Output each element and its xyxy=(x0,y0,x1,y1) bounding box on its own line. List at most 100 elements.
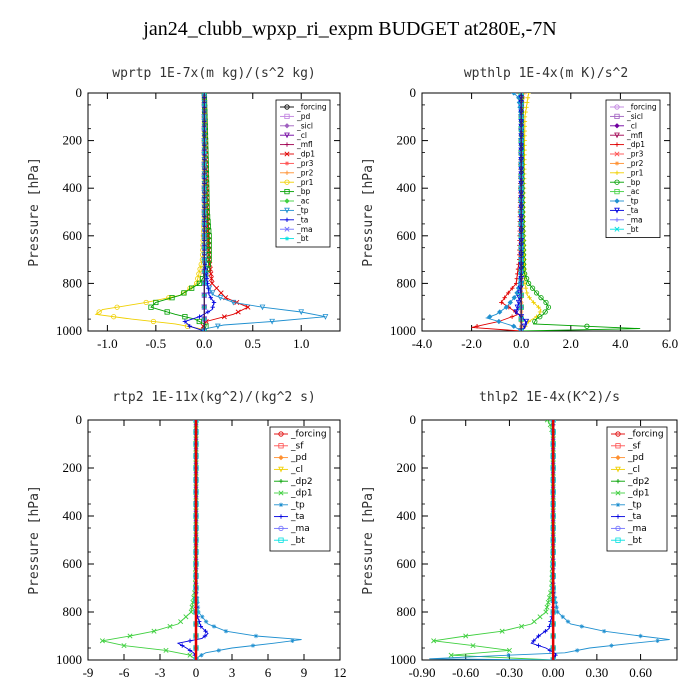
data-point xyxy=(208,271,214,277)
wpthlp-panel: wpthlp 1E-4x(m K)/s^2 Pressure [hPa] 0 200 4… xyxy=(361,66,678,351)
x-tick-label: -0.30 xyxy=(496,665,523,680)
legend-item: _dp2 xyxy=(274,477,313,487)
x-tick-label: -1.0 xyxy=(97,336,118,351)
data-point xyxy=(523,285,529,291)
data-point xyxy=(527,295,532,300)
data-point xyxy=(579,624,584,629)
series-markers-dp1 xyxy=(200,93,251,331)
data-point xyxy=(526,93,531,96)
legend-label: _pr1 xyxy=(626,168,644,177)
data-point xyxy=(543,629,548,634)
data-point xyxy=(250,643,256,648)
data-point xyxy=(178,619,184,625)
data-point xyxy=(111,314,117,320)
data-point xyxy=(269,318,276,325)
data-point xyxy=(197,266,203,272)
data-point xyxy=(143,299,149,306)
data-point xyxy=(526,280,532,286)
legend-item: _forcing xyxy=(274,430,327,440)
legend-label: _mfl xyxy=(626,131,643,140)
series-group xyxy=(99,420,302,660)
data-point xyxy=(503,304,509,310)
y-axis-label: Pressure [hPa] xyxy=(361,157,376,267)
legend-item: _tp xyxy=(610,197,639,206)
legend-label: _sf xyxy=(290,441,304,451)
legend-label: _tp xyxy=(290,500,305,510)
legend-item: _forcing xyxy=(280,103,327,112)
legend-swatch-marker xyxy=(284,132,290,139)
legend-label: _dp1 xyxy=(296,150,315,159)
legend-item: _pr3 xyxy=(610,150,644,159)
legend-swatch-marker xyxy=(614,170,620,175)
data-point xyxy=(167,623,173,629)
plot-frame xyxy=(87,419,341,661)
data-point xyxy=(148,304,154,310)
data-point xyxy=(519,623,525,629)
legend-swatch-marker xyxy=(284,226,290,232)
data-point xyxy=(202,633,208,639)
legend-item: _forcing xyxy=(611,430,664,440)
data-point xyxy=(209,290,216,297)
legend-label: _pd xyxy=(627,453,644,463)
data-point xyxy=(182,314,188,320)
legend-label: _tp xyxy=(627,500,642,510)
data-point xyxy=(524,290,530,296)
y-axis-label: Pressure [hPa] xyxy=(27,485,42,595)
data-point xyxy=(153,299,159,306)
legend-swatch-marker xyxy=(615,466,621,473)
legend-label: _ma xyxy=(626,215,643,224)
legend-swatch-marker xyxy=(615,537,621,543)
data-point xyxy=(518,93,524,96)
series-markers-dp1 xyxy=(99,420,199,660)
legend-item: _sf xyxy=(611,441,641,451)
legend-swatch-marker xyxy=(284,170,290,175)
legend-item: _ma xyxy=(611,524,647,534)
data-point xyxy=(525,95,531,100)
y-tick-label: 1000 xyxy=(390,652,416,667)
legend-swatch-marker xyxy=(614,217,620,222)
x-tick-label: -0.60 xyxy=(452,665,479,680)
legend-label: _ta xyxy=(296,215,308,224)
data-point xyxy=(189,604,195,610)
y-tick-label: 800 xyxy=(397,604,417,619)
legend-item: _tp xyxy=(274,500,305,510)
legend-label: _forcing xyxy=(290,430,327,440)
panel-title: wprtp 1E-7x(m kg)/(s^2 kg) xyxy=(112,66,316,81)
legend-label: _tp xyxy=(626,197,639,206)
legend-item: _pr2 xyxy=(610,159,644,168)
data-point xyxy=(524,276,530,282)
data-point xyxy=(523,318,530,325)
legend-swatch-marker xyxy=(278,431,284,437)
data-point xyxy=(127,633,133,639)
legend: _forcing_sf _pd _cl _dp2 _dp1_tp _ta _ma _bt xyxy=(269,426,331,552)
y-tick-label: 0 xyxy=(76,85,83,100)
legend-item: _bp xyxy=(280,187,311,196)
x-tick-label: 0 xyxy=(193,665,200,680)
legend-item: _bt xyxy=(280,234,309,243)
y-tick-label: 800 xyxy=(63,604,83,619)
data-point xyxy=(511,295,517,301)
y-tick-label: 400 xyxy=(63,180,83,195)
legend-label: _ma xyxy=(627,524,647,534)
x-tick-label: 4.0 xyxy=(612,336,628,351)
data-point xyxy=(523,109,528,115)
legend-swatch-marker xyxy=(284,207,290,214)
data-point xyxy=(533,290,540,296)
y-tick-label: 400 xyxy=(397,180,417,195)
legend-label: _ac xyxy=(296,197,309,206)
data-point xyxy=(182,319,188,324)
data-point xyxy=(203,629,208,634)
data-point xyxy=(536,633,541,639)
data-point xyxy=(542,309,548,315)
legend-label: _ma xyxy=(296,225,313,234)
x-tick-label: -0.90 xyxy=(408,665,435,680)
data-point xyxy=(187,652,193,658)
legend-swatch-marker xyxy=(284,161,290,166)
series-group xyxy=(429,420,670,660)
data-point xyxy=(510,285,515,291)
legend-item: _pr1 xyxy=(610,168,644,177)
data-point xyxy=(211,624,217,629)
legend-item: _bt xyxy=(611,536,642,546)
x-tick-label: -2.0 xyxy=(461,336,482,351)
data-point xyxy=(538,295,544,301)
